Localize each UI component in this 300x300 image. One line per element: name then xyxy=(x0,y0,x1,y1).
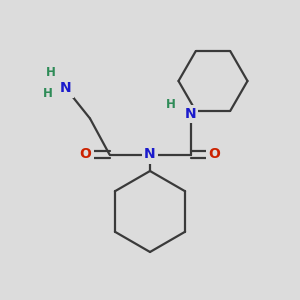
Text: O: O xyxy=(80,148,92,161)
Text: N: N xyxy=(60,82,72,95)
Text: N: N xyxy=(185,107,196,121)
Text: H: H xyxy=(46,66,55,80)
Text: O: O xyxy=(208,148,220,161)
Text: H: H xyxy=(166,98,176,112)
Text: N: N xyxy=(144,148,156,161)
Text: H: H xyxy=(43,86,52,100)
